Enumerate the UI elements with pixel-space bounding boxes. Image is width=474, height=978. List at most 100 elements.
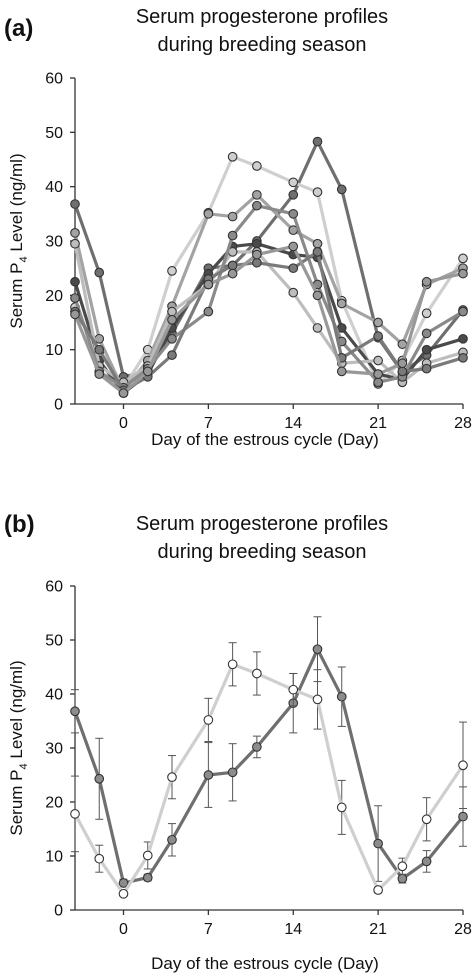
y-axis-label-main: Serum P: [7, 769, 26, 835]
chart-panel-b: (b) Serum progesterone profiles during bre…: [4, 511, 472, 973]
data-point: [203, 306, 214, 317]
y-tick-label: 30: [45, 741, 63, 758]
y-tick-label: 50: [45, 125, 63, 142]
data-point: [252, 200, 262, 211]
data-point: [336, 802, 347, 813]
series-1: [70, 616, 468, 888]
data-point: [336, 691, 347, 702]
data-point: [227, 260, 238, 271]
x-tick-label: 21: [369, 415, 387, 432]
y-tick-label: 60: [45, 579, 63, 596]
data-point: [397, 358, 408, 369]
data-point: [421, 363, 432, 374]
x-tick-label: 14: [284, 921, 302, 938]
data-point: [312, 290, 323, 301]
data-point: [70, 293, 80, 303]
data-point: [312, 247, 323, 257]
data-point: [336, 298, 347, 309]
y-tick-label: 50: [45, 633, 63, 650]
y-tick-label: 10: [45, 849, 63, 866]
data-point: [458, 253, 468, 264]
data-point: [397, 861, 408, 872]
chart-panel-a: (a) Serum progesterone profiles during bre…: [4, 6, 472, 449]
chart-title-line: during breeding season: [157, 541, 366, 563]
data-point: [70, 276, 80, 287]
data-point: [288, 189, 299, 200]
y-tick-label: 60: [45, 71, 63, 88]
data-point: [373, 317, 383, 328]
y-tick-label: 10: [45, 342, 63, 359]
data-point: [252, 189, 262, 200]
data-point: [227, 230, 238, 241]
series-8: [70, 241, 468, 398]
data-point: [458, 352, 468, 363]
data-point: [70, 199, 80, 209]
data-point: [167, 314, 177, 325]
data-point: [70, 706, 80, 717]
panel-letter: (b): [4, 511, 35, 538]
data-point: [288, 263, 299, 274]
data-point: [142, 872, 153, 883]
data-point: [373, 838, 383, 849]
data-point: [312, 136, 323, 147]
chart-title-line: Serum progesterone profiles: [136, 6, 388, 28]
data-point: [94, 267, 105, 278]
data-point: [252, 249, 262, 260]
data-point: [203, 715, 214, 725]
y-tick-label: 30: [45, 234, 63, 251]
data-point: [94, 333, 105, 344]
y-axis-label-main: Serum P: [7, 262, 26, 328]
y-axis-label-unit: Level (ng/ml): [7, 153, 26, 256]
x-tick-label: 0: [119, 921, 128, 938]
data-point: [252, 668, 262, 679]
data-point: [397, 339, 408, 350]
data-point: [336, 366, 347, 377]
data-point: [203, 770, 214, 780]
series-6: [70, 200, 468, 393]
data-point: [94, 344, 105, 355]
x-tick-label: 21: [369, 921, 387, 938]
y-tick-label: 0: [54, 903, 63, 920]
data-point: [70, 238, 80, 249]
data-point: [252, 257, 262, 268]
data-point: [70, 309, 80, 320]
series-2: [70, 151, 468, 393]
y-axis-label-unit: Level (ng/ml): [7, 660, 26, 763]
data-point: [252, 238, 262, 249]
data-point: [373, 331, 383, 341]
data-point: [142, 850, 153, 861]
data-point: [203, 208, 214, 219]
data-point: [203, 279, 214, 290]
data-point: [94, 369, 105, 379]
x-tick-label: 14: [284, 415, 302, 432]
data-point: [421, 328, 432, 339]
data-point: [118, 888, 129, 899]
data-point: [227, 659, 238, 670]
data-point: [288, 208, 299, 219]
data-point: [458, 268, 468, 279]
data-point: [118, 388, 129, 398]
data-point: [312, 694, 323, 705]
data-point: [312, 238, 323, 249]
data-point: [336, 184, 347, 195]
data-point: [288, 684, 299, 695]
chart-title: Serum progesterone profiles during breedi…: [136, 6, 388, 56]
data-point: [252, 742, 262, 752]
data-point: [227, 211, 238, 222]
panel-letter: (a): [4, 15, 33, 42]
series-2: [70, 642, 468, 899]
data-point: [288, 177, 299, 188]
x-tick-label: 7: [204, 921, 213, 938]
data-point: [458, 306, 468, 317]
data-point: [312, 323, 323, 333]
x-axis-label: Day of the estrous cycle (Day): [151, 954, 379, 973]
data-point: [373, 377, 383, 388]
data-point: [167, 350, 177, 360]
chart-title-line: Serum progesterone profiles: [136, 513, 388, 535]
y-tick-label: 40: [45, 687, 63, 704]
data-point: [421, 856, 432, 867]
data-point: [458, 760, 468, 771]
chart-title-line: during breeding season: [157, 34, 366, 56]
data-point: [397, 873, 408, 884]
data-point: [227, 767, 238, 778]
